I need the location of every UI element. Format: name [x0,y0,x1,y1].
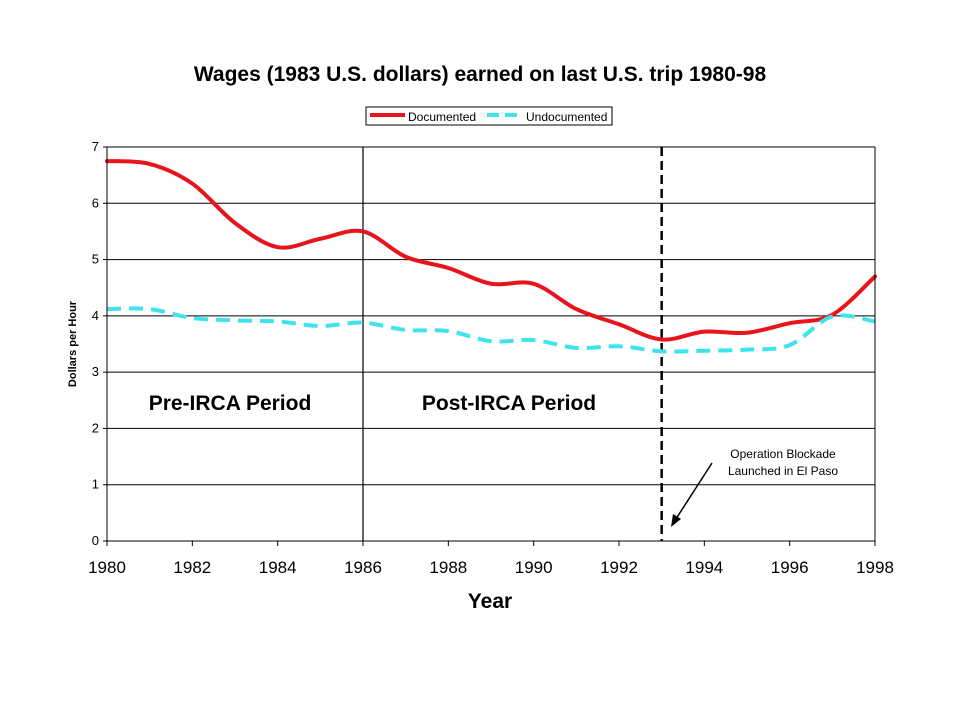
legend: Documented Undocumented [365,106,613,126]
x-tick-label-1988: 1988 [429,558,467,577]
pre-irca-period-label: Pre-IRCA Period [149,392,312,415]
y-tick-label-2: 2 [92,420,99,435]
x-tick-label-1982: 1982 [173,558,211,577]
y-tick-label-0: 0 [92,533,99,548]
series-line-documented [105,159,877,342]
series-layer [105,159,877,354]
x-tick-label-1992: 1992 [600,558,638,577]
x-tick-label-1984: 1984 [259,558,297,577]
x-tick-label-1994: 1994 [685,558,723,577]
y-tick-label-7: 7 [92,139,99,154]
gridlines [107,146,875,542]
y-tick-labels: 0 1 2 3 4 5 6 7 [92,139,99,548]
post-irca-period-label: Post-IRCA Period [422,392,596,415]
x-axis-label: Year [468,590,512,613]
series-line-undocumented [106,306,876,354]
y-tick-label-1: 1 [92,477,99,492]
y-axis-label: Dollars per Hour [67,300,79,387]
chart-title: Wages (1983 U.S. dollars) earned on last… [194,63,767,86]
blockade-arrow-head [671,514,681,527]
axes [103,146,876,546]
y-tick-label-4: 4 [92,308,99,323]
x-tick-label-1996: 1996 [771,558,809,577]
vertical-markers [362,147,663,541]
blockade-annotation-line2: Launched in El Paso [728,464,838,478]
x-tick-label-1998: 1998 [856,558,894,577]
blockade-arrow-shaft [673,462,713,523]
x-tick-label-1980: 1980 [88,558,126,577]
blockade-annotation-line1: Operation Blockade [730,447,836,461]
x-tick-label-1990: 1990 [515,558,553,577]
y-tick-label-5: 5 [92,252,99,267]
y-tick-label-3: 3 [92,364,99,379]
x-tick-label-1986: 1986 [344,558,382,577]
y-tick-label-6: 6 [92,195,99,210]
legend-label-documented: Documented [408,110,476,124]
x-tick-labels: 1980 1982 1984 1986 1988 1990 1992 1994 1996 1998 [88,558,894,577]
legend-label-undocumented: Undocumented [526,110,607,124]
